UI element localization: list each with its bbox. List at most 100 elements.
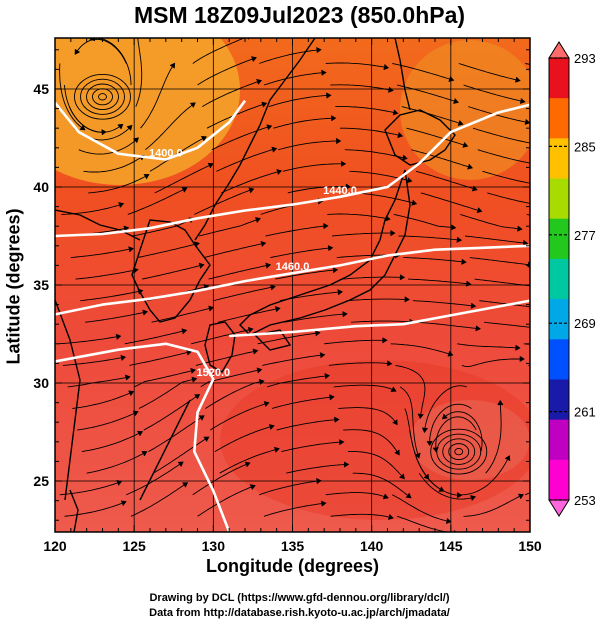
- streamline: [535, 107, 538, 108]
- streamline: [392, 494, 451, 523]
- streamline-arrow: [519, 98, 526, 104]
- streamline: [195, 350, 258, 366]
- streamline: [127, 187, 187, 215]
- streamline-arrow: [533, 234, 537, 239]
- streamline: [469, 257, 530, 266]
- streamline: [460, 213, 522, 230]
- streamline: [64, 501, 127, 517]
- streamline-arrow: [169, 62, 176, 69]
- streamline: [418, 472, 476, 500]
- streamline-arrow: [194, 394, 201, 400]
- low-spiral-ring: [436, 433, 482, 470]
- streamline-arrow: [457, 120, 464, 126]
- low-spiral-ring: [80, 78, 125, 115]
- streamline-arrow: [256, 78, 263, 85]
- streamline: [429, 403, 472, 446]
- streamline-arrow: [383, 64, 390, 71]
- streamline-arrow: [126, 124, 133, 131]
- streamline: [221, 170, 282, 194]
- streamline-arrow: [177, 461, 184, 467]
- streamline-arrow: [190, 367, 196, 374]
- streamline: [137, 242, 200, 259]
- streamline-arrow: [194, 241, 200, 248]
- streamline-arrow: [135, 31, 140, 35]
- streamline-arrow: [383, 493, 389, 500]
- streamline: [354, 192, 417, 205]
- low-spiral-ring: [430, 428, 488, 475]
- streamline-arrow: [128, 246, 134, 253]
- height-contour-line: [229, 299, 530, 338]
- streamline-arrow: [394, 449, 400, 456]
- streamline: [67, 376, 130, 388]
- streamline-arrow: [533, 363, 537, 368]
- streamline: [423, 385, 467, 433]
- colorbar-segment: [549, 419, 569, 461]
- streamline-arrow: [244, 461, 251, 468]
- streamline: [219, 448, 280, 474]
- colorbar-segment: [549, 258, 569, 300]
- streamline: [404, 408, 430, 480]
- x-tick-label: 130: [202, 538, 226, 554]
- streamline: [286, 463, 349, 474]
- colorbar-label: 253: [574, 493, 596, 508]
- low-spiral-ring: [86, 83, 119, 111]
- streamline-arrow: [124, 374, 131, 381]
- streamline-arrow: [453, 98, 459, 104]
- streamline: [198, 218, 261, 237]
- streamline-arrow: [261, 101, 268, 108]
- height-contour-line: [55, 342, 231, 532]
- streamline: [77, 411, 139, 431]
- height-contour-line: [55, 244, 530, 316]
- x-axis-label: Longitude (degrees): [205, 556, 379, 576]
- colorbar-min-triangle: [548, 499, 570, 517]
- streamline-arrow: [270, 284, 276, 291]
- streamline: [333, 384, 396, 392]
- streamline: [200, 369, 262, 388]
- height-contour-line: [55, 103, 530, 238]
- streamline-arrow: [335, 138, 342, 144]
- streamline: [351, 320, 414, 323]
- streamline-arrow: [137, 288, 144, 295]
- streamline-arrow: [406, 177, 413, 184]
- streamline-arrow: [382, 337, 388, 344]
- x-tick-label: 135: [281, 538, 305, 554]
- streamline: [191, 328, 253, 345]
- colorbar-segment: [549, 339, 569, 380]
- streamline-arrow: [118, 202, 125, 208]
- streamline: [349, 170, 412, 182]
- low-spiral-ring: [98, 93, 107, 101]
- streamline: [525, 63, 530, 65]
- streamline-arrow: [532, 384, 536, 389]
- contour-label: 1520.0: [197, 367, 231, 379]
- streamline-arrow: [198, 262, 205, 269]
- streamline-arrow: [74, 49, 80, 55]
- streamline: [341, 276, 405, 280]
- streamline-arrow: [390, 230, 396, 237]
- streamline: [265, 225, 328, 237]
- y-tick-label: 40: [33, 179, 49, 195]
- streamline: [463, 84, 525, 103]
- streamline: [526, 213, 530, 216]
- low-centers: [74, 73, 488, 475]
- streamline-arrow: [532, 305, 536, 310]
- streamline-arrow: [456, 236, 463, 243]
- x-tick-label: 150: [518, 538, 542, 554]
- contour-label: 1460.0: [276, 261, 310, 273]
- colorbar-segment: [549, 58, 569, 99]
- streamline: [208, 264, 271, 280]
- credit-data-source: Data from http://database.rish.kyoto-u.a…: [149, 607, 450, 619]
- streamline-arrow: [476, 207, 483, 214]
- streamline-arrow: [340, 160, 347, 167]
- streamline-arrow: [438, 486, 445, 492]
- streamline-arrow: [265, 262, 272, 269]
- streamline: [477, 149, 530, 164]
- streamline: [151, 307, 214, 323]
- streamline-arrow: [475, 325, 481, 332]
- streamline: [403, 257, 466, 263]
- streamline-arrow: [519, 356, 525, 362]
- streamline-arrow: [384, 215, 391, 222]
- streamline-arrow: [321, 69, 327, 76]
- streamline: [75, 269, 138, 280]
- streamline: [202, 80, 262, 107]
- streamline: [218, 307, 280, 323]
